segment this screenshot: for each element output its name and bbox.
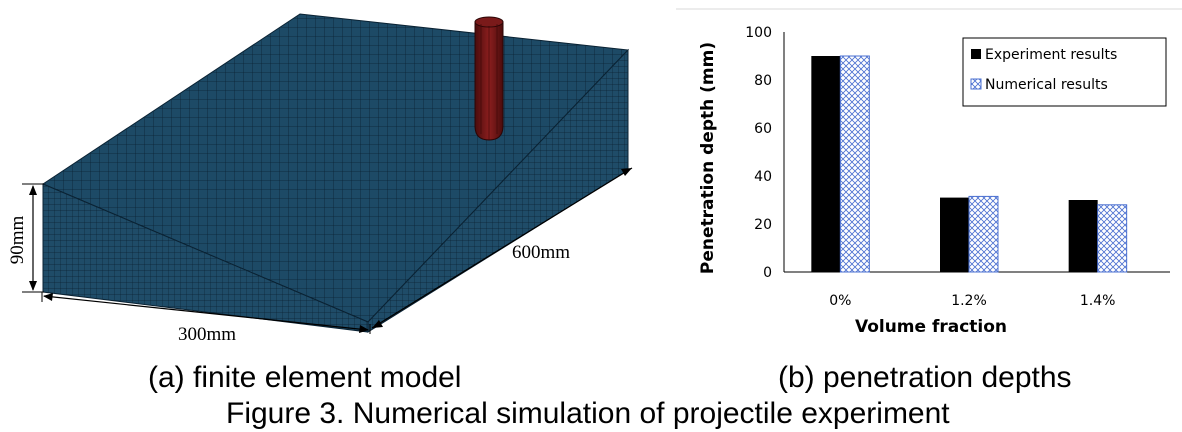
legend-label-experiment: Experiment results	[985, 47, 1117, 63]
dimension-height-label: 90mm	[7, 216, 28, 265]
y-tick-label: 20	[754, 217, 772, 233]
bar-experiment	[811, 56, 841, 272]
x-tick-labels: 0% 1.2% 1.4%	[829, 293, 1115, 309]
caption-a: (a) finite element model	[148, 361, 462, 394]
bar-experiment	[940, 197, 969, 272]
y-tick-label: 100	[745, 25, 772, 41]
caption-b: (b) penetration depths	[778, 361, 1072, 394]
bar-marks	[811, 55, 1128, 273]
projectile	[474, 16, 504, 141]
y-tick-label: 60	[754, 121, 772, 137]
dimension-height	[22, 183, 44, 293]
legend-label-numerical: Numerical results	[985, 77, 1108, 93]
legend-box	[962, 37, 1167, 107]
dimension-width	[41, 292, 371, 334]
y-tick-label: 0	[763, 265, 772, 281]
y-tick-label: 80	[754, 73, 772, 89]
dimension-width-label: 300mm	[178, 324, 236, 345]
y-tick-label: 40	[754, 169, 772, 185]
x-tick-label: 0%	[829, 293, 851, 309]
penetration-chart: 0 20 40 60 80 100 0% 1.2% 1.4% Penetration dept…	[676, 8, 1182, 337]
y-tick-labels: 0 20 40 60 80 100	[745, 25, 772, 281]
x-tick-label: 1.2%	[951, 293, 987, 309]
bar-numerical	[1097, 204, 1128, 273]
y-axis-title: Penetration depth (mm)	[698, 42, 718, 274]
x-axis-title: Volume fraction	[855, 317, 1007, 337]
legend-swatch-numerical	[970, 78, 982, 90]
bar-numerical	[839, 55, 870, 273]
legend-swatch-experiment	[971, 49, 981, 59]
bar-numerical	[968, 195, 999, 273]
figure-caption: Figure 3. Numerical simulation of projec…	[226, 397, 950, 430]
x-tick-label: 1.4%	[1080, 293, 1116, 309]
finite-element-model: 90mm 300mm 600mm	[7, 13, 633, 345]
dimension-length-label: 600mm	[512, 242, 570, 263]
bar-experiment	[1068, 200, 1098, 272]
legend: Experiment results Numerical results	[962, 37, 1167, 107]
dimension-length	[371, 167, 633, 329]
